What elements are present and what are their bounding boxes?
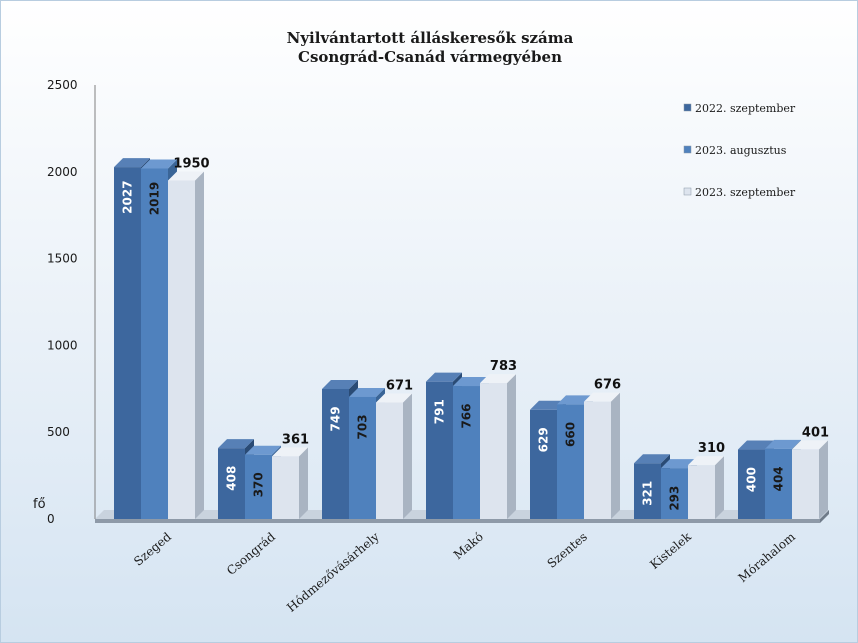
- data-label: 401: [802, 425, 829, 440]
- data-label: 321: [641, 481, 655, 506]
- x-tick-label: Szentes: [545, 530, 590, 571]
- legend-label: 2022. szeptember: [695, 102, 796, 115]
- bar-side: [195, 171, 204, 520]
- y-tick-label: 1500: [47, 252, 78, 266]
- chart-subtitle: Csongrád-Csanád vármegyében: [298, 48, 562, 66]
- data-label: 660: [564, 422, 578, 447]
- bar: [634, 463, 661, 519]
- bar-top: [322, 379, 358, 389]
- y-tick-label: 2000: [47, 165, 78, 179]
- bar-side: [299, 447, 308, 519]
- x-tick-label: Csongrád: [224, 529, 278, 578]
- bar: [661, 468, 688, 519]
- bar: [792, 449, 819, 519]
- data-label: 703: [356, 414, 370, 439]
- data-label: 629: [537, 427, 551, 452]
- bar-top: [765, 439, 801, 449]
- bar: [557, 404, 584, 519]
- data-label: 749: [329, 406, 343, 431]
- bar-top: [245, 445, 281, 455]
- bar-top: [272, 447, 308, 457]
- bar: [530, 409, 557, 519]
- data-label: 791: [433, 399, 447, 424]
- data-label: 676: [594, 378, 621, 393]
- bar-side: [403, 393, 412, 519]
- bar: [245, 454, 272, 519]
- data-label: 2019: [148, 182, 162, 215]
- data-label: 1950: [173, 156, 209, 171]
- chart-floor-edge: [95, 519, 820, 523]
- bar-side: [611, 392, 620, 519]
- bar-top: [168, 171, 204, 181]
- bar-top: [376, 393, 412, 403]
- data-label: 361: [282, 432, 309, 447]
- legend-swatch: [683, 187, 692, 196]
- y-axis-unit: fő: [33, 497, 46, 512]
- bar-side: [715, 456, 724, 519]
- bar: [584, 401, 611, 519]
- x-tick-label: Hódmezővásárhely: [284, 529, 382, 614]
- data-label: 310: [698, 441, 725, 456]
- y-tick-label: 500: [47, 425, 70, 439]
- legend-swatch: [683, 145, 692, 154]
- bar: [349, 396, 376, 519]
- data-label: 400: [745, 467, 759, 492]
- bar: [453, 386, 480, 519]
- bar-top: [426, 372, 462, 382]
- bar: [765, 448, 792, 519]
- bar-top: [218, 439, 254, 449]
- bar-side: [819, 440, 828, 519]
- bar: [168, 180, 195, 520]
- y-tick-label: 0: [47, 512, 55, 526]
- bar-top: [634, 454, 670, 464]
- data-label: 408: [225, 466, 239, 491]
- data-label: 2027: [121, 180, 135, 213]
- bar-top: [480, 374, 516, 384]
- bar: [480, 383, 507, 519]
- data-label: 671: [386, 379, 413, 394]
- x-tick-label: Kistelek: [647, 529, 694, 572]
- legend-label: 2023. szeptember: [695, 186, 796, 199]
- bar-top: [349, 387, 385, 397]
- data-label: 766: [460, 403, 474, 428]
- x-tick-label: Makó: [451, 530, 486, 563]
- bar: [322, 388, 349, 519]
- legend-swatch: [683, 103, 692, 112]
- y-tick-label: 1000: [47, 338, 78, 352]
- bar-top: [114, 158, 150, 168]
- bar-top: [141, 159, 177, 169]
- bar-side: [507, 374, 516, 519]
- y-tick-label: 2500: [47, 78, 78, 92]
- bar: [114, 167, 141, 519]
- bar-top: [738, 440, 774, 450]
- chart-floor-side: [820, 510, 829, 523]
- bar: [738, 449, 765, 519]
- legend-label: 2023. augusztus: [695, 144, 787, 157]
- x-tick-label: Mórahalom: [736, 529, 799, 585]
- bar: [141, 168, 168, 520]
- bar-top: [688, 456, 724, 466]
- data-label: 293: [668, 486, 682, 511]
- bar: [218, 448, 245, 519]
- data-label: 370: [252, 472, 266, 497]
- bar-top: [584, 392, 620, 402]
- bar: [272, 456, 299, 519]
- data-label: 404: [772, 466, 786, 491]
- bar-top: [792, 440, 828, 450]
- data-label: 783: [490, 359, 517, 374]
- bar: [376, 402, 403, 519]
- x-tick-label: Szeged: [131, 529, 174, 568]
- bar: [426, 381, 453, 519]
- chart-title: Nyilvántartott álláskeresők száma: [286, 29, 574, 47]
- bar: [688, 465, 715, 519]
